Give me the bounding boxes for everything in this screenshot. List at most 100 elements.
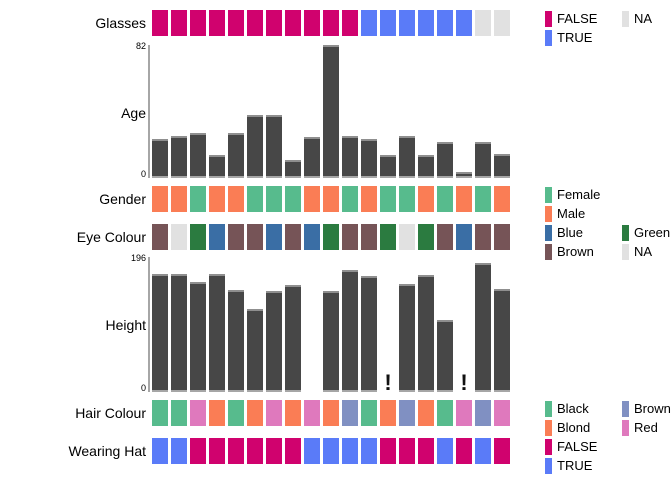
- bar: [190, 133, 206, 178]
- tile-true: [323, 438, 339, 464]
- gender-tile-row: [152, 186, 510, 212]
- eye-legend-na: NA: [622, 243, 652, 260]
- height-axis-max-label: 196: [130, 253, 146, 263]
- tile-male: [152, 186, 168, 212]
- row-label-height: Height: [105, 317, 146, 333]
- bar: [152, 139, 168, 178]
- bar: [380, 155, 396, 178]
- tile-female: [380, 186, 396, 212]
- tile-brown: [342, 400, 358, 426]
- bar: [342, 270, 358, 392]
- row-label-hair-colour: Hair Colour: [75, 405, 146, 421]
- gender-female-label: Female: [557, 187, 601, 202]
- bar: [323, 45, 339, 178]
- hair-legend-red: Red: [622, 419, 658, 436]
- tile-false: [190, 10, 206, 36]
- tile-green: [190, 224, 206, 250]
- tile-true: [342, 438, 358, 464]
- tile-male: [456, 186, 472, 212]
- tile-blue: [456, 224, 472, 250]
- tile-false: [380, 438, 396, 464]
- glasses-false-label: FALSE: [557, 11, 598, 26]
- hat-true-swatch: [545, 457, 552, 474]
- gender-legend-male: Male: [545, 205, 585, 222]
- glasses-false-swatch: [545, 10, 552, 27]
- hair-legend-blond: Blond: [545, 419, 590, 436]
- glasses-legend-true: TRUE: [545, 29, 592, 46]
- eye-blue-label: Blue: [557, 225, 584, 240]
- tile-false: [456, 438, 472, 464]
- tile-blond: [285, 400, 301, 426]
- eye-legend-blue: Blue: [545, 224, 583, 241]
- gender-male-label: Male: [557, 206, 586, 221]
- age-axis-max-label: 82: [135, 41, 146, 51]
- tile-red: [494, 400, 510, 426]
- gender-legend-female: Female: [545, 186, 600, 203]
- glasses-true-swatch: [545, 29, 552, 46]
- tile-true: [152, 438, 168, 464]
- tile-male: [228, 186, 244, 212]
- eye-green-label: Green: [634, 225, 671, 240]
- tile-false: [171, 10, 187, 36]
- tile-female: [190, 186, 206, 212]
- tile-female: [285, 186, 301, 212]
- bar: [418, 275, 434, 392]
- bar: [209, 274, 225, 392]
- tile-green: [323, 224, 339, 250]
- bar: [171, 274, 187, 392]
- age-y-axis: [148, 45, 150, 178]
- missing-value-mark: !: [384, 370, 392, 395]
- bar: [209, 155, 225, 178]
- tile-blue: [209, 224, 225, 250]
- tile-female: [247, 186, 263, 212]
- hair-red-swatch: [622, 419, 629, 436]
- hat-true-label: TRUE: [557, 458, 593, 473]
- tile-na: [399, 224, 415, 250]
- eye-brown-label: Brown: [557, 244, 594, 259]
- tile-true: [456, 10, 472, 36]
- tile-brown: [437, 224, 453, 250]
- tile-male: [418, 186, 434, 212]
- eye-green-swatch: [622, 224, 629, 241]
- bar: [399, 136, 415, 178]
- bar: [342, 136, 358, 178]
- bar: [494, 154, 510, 178]
- tile-brown: [494, 224, 510, 250]
- bar: [266, 115, 282, 178]
- tile-false: [247, 10, 263, 36]
- eye-legend-green: Green: [622, 224, 670, 241]
- bar: [475, 263, 491, 392]
- hair-blond-swatch: [545, 419, 552, 436]
- row-label-glasses: Glasses: [95, 15, 146, 31]
- tile-blond: [247, 400, 263, 426]
- bar: [361, 139, 377, 178]
- tile-green: [418, 224, 434, 250]
- bar: [456, 172, 472, 178]
- tile-black: [171, 400, 187, 426]
- bar: [152, 274, 168, 392]
- eye-legend-brown: Brown: [545, 243, 594, 260]
- tile-brown: [228, 224, 244, 250]
- bar: [323, 291, 339, 392]
- bar: [228, 290, 244, 392]
- glasses-legend-false: FALSE: [545, 10, 597, 27]
- wearing-hat-tile-row: [152, 438, 510, 464]
- bar: [171, 136, 187, 178]
- tile-red: [304, 400, 320, 426]
- bar: [285, 285, 301, 392]
- hair-black-swatch: [545, 400, 552, 417]
- tile-male: [361, 186, 377, 212]
- row-label-age: Age: [121, 105, 146, 121]
- tile-female: [437, 186, 453, 212]
- bar: [247, 115, 263, 178]
- tile-true: [437, 438, 453, 464]
- tile-female: [266, 186, 282, 212]
- hair-legend-black: Black: [545, 400, 589, 417]
- tile-false: [494, 438, 510, 464]
- tile-true: [361, 10, 377, 36]
- tile-true: [380, 10, 396, 36]
- tile-male: [209, 186, 225, 212]
- tile-blond: [418, 400, 434, 426]
- hat-false-swatch: [545, 438, 552, 455]
- tile-male: [494, 186, 510, 212]
